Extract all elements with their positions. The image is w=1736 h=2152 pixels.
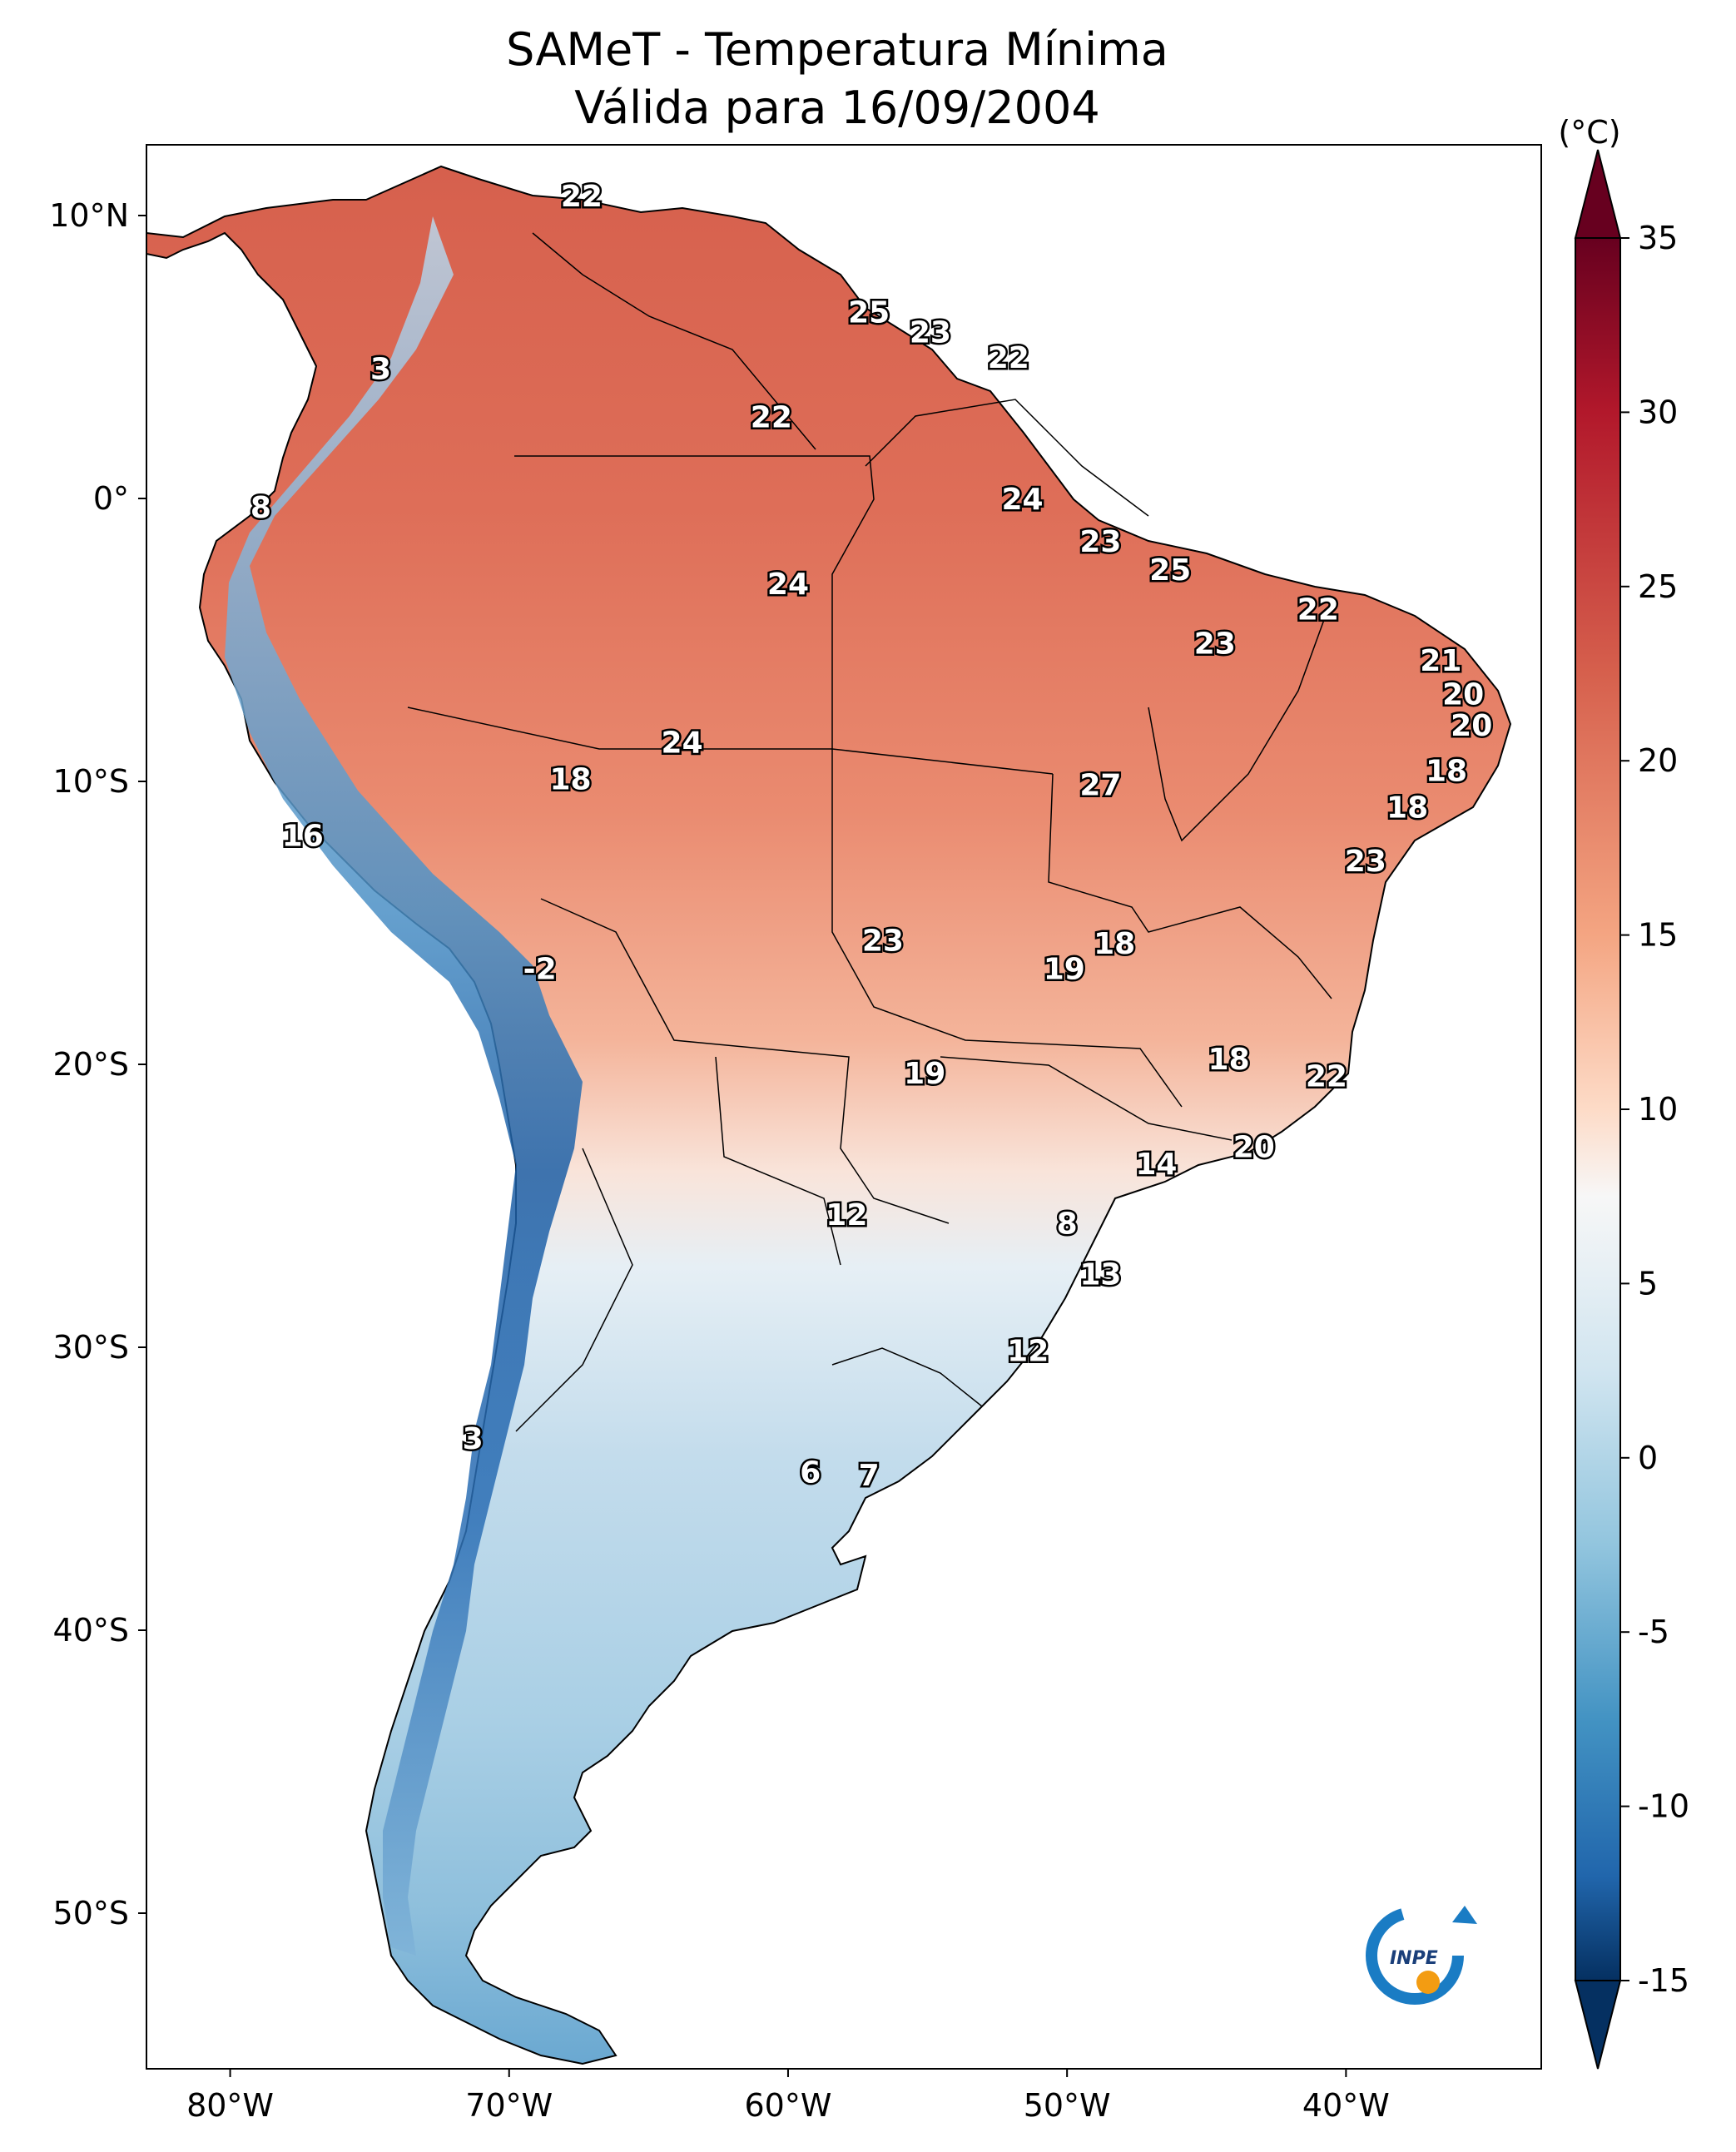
contour-label: 20 bbox=[1451, 709, 1492, 743]
contour-label: 24 bbox=[1001, 483, 1043, 517]
contour-label: 24 bbox=[767, 568, 809, 602]
contour-label: 22 bbox=[751, 400, 792, 434]
inpe-logo-ring bbox=[1366, 1907, 1464, 2005]
longitude-tick-label: 50°W bbox=[1024, 2087, 1111, 2124]
contour-label: -2 bbox=[523, 952, 557, 986]
contour-label: 19 bbox=[1044, 952, 1085, 986]
colorbar-tick-label: 15 bbox=[1638, 917, 1678, 954]
colorbar-tick-label: -5 bbox=[1638, 1614, 1669, 1650]
contour-label: 22 bbox=[1297, 593, 1339, 627]
contour-label: 7 bbox=[859, 1459, 880, 1493]
longitude-tick-label: 80°W bbox=[186, 2087, 274, 2124]
latitude-tick-label: 30°S bbox=[53, 1329, 129, 1366]
contour-label: 8 bbox=[250, 491, 271, 525]
contour-label: 22 bbox=[561, 180, 603, 214]
contour-label: 16 bbox=[282, 820, 324, 854]
contour-label: 23 bbox=[1079, 525, 1121, 559]
latitude-tick-label: 50°S bbox=[53, 1895, 129, 1931]
map-area bbox=[146, 145, 1541, 2069]
contour-label: 14 bbox=[1135, 1148, 1177, 1182]
colorbar-tick-label: 30 bbox=[1638, 394, 1678, 430]
longitude-tick-label: 40°W bbox=[1302, 2087, 1390, 2124]
south-america-landmass bbox=[146, 165, 1512, 2065]
contour-label: 12 bbox=[826, 1198, 867, 1232]
andes-cold-band bbox=[225, 216, 583, 1956]
colorbar-ticks: 35 30 25 20 15 10 5 0 -5 -10 -15 bbox=[1620, 220, 1689, 1999]
contour-label: 25 bbox=[848, 296, 890, 330]
colorbar-tick-label: 0 bbox=[1638, 1440, 1658, 1476]
contour-label: 24 bbox=[662, 726, 703, 760]
contour-label: 27 bbox=[1079, 768, 1121, 802]
latitude-tick-label: 40°S bbox=[53, 1612, 129, 1649]
contour-label: 23 bbox=[862, 924, 904, 958]
inpe-logo-text: INPE bbox=[1390, 1948, 1438, 1969]
contour-label: 23 bbox=[1194, 627, 1236, 661]
contour-label: 23 bbox=[1345, 845, 1386, 879]
colorbar-lower-extension bbox=[1574, 1980, 1622, 2070]
colorbar-unit-label: (°C) bbox=[1558, 114, 1620, 151]
contour-label: 18 bbox=[1208, 1043, 1250, 1077]
contour-label: 18 bbox=[1386, 791, 1428, 826]
inpe-logo: INPE bbox=[1366, 1906, 1477, 2005]
inpe-logo-dot bbox=[1416, 1971, 1440, 1994]
longitude-tick-label: 60°W bbox=[744, 2087, 831, 2124]
contour-label: 8 bbox=[1057, 1207, 1078, 1241]
colorbar-tick-label: 10 bbox=[1638, 1091, 1678, 1128]
colorbar-upper-extension bbox=[1574, 149, 1622, 239]
colorbar: (°C) 35 30 25 20 15 10 5 0 -5 -10 -15 bbox=[1558, 114, 1689, 2070]
longitude-tick-label: 70°W bbox=[465, 2087, 553, 2124]
colorbar-tick-label: 25 bbox=[1638, 568, 1678, 605]
contour-label: 25 bbox=[1149, 553, 1191, 588]
contour-label: 21 bbox=[1420, 644, 1461, 678]
contour-label: 12 bbox=[1007, 1334, 1049, 1368]
colorbar-tick-label: 35 bbox=[1638, 220, 1678, 256]
contour-label: 18 bbox=[1094, 927, 1135, 961]
colorbar-tick-label: 20 bbox=[1638, 742, 1678, 779]
colorbar-tick-label: -15 bbox=[1638, 1962, 1689, 1999]
contour-label: 19 bbox=[904, 1057, 945, 1091]
contour-label: 13 bbox=[1079, 1258, 1121, 1292]
contour-label: 22 bbox=[1306, 1060, 1347, 1094]
inpe-logo-arrow-icon bbox=[1452, 1906, 1477, 1924]
contour-label: 23 bbox=[910, 315, 951, 350]
colorbar-tick-label: 5 bbox=[1638, 1265, 1658, 1302]
map-title-line1: SAMeT - Temperatura Mínima bbox=[506, 23, 1168, 76]
longitude-ticks: 80°W 70°W 60°W 50°W 40°W bbox=[186, 2069, 1390, 2124]
map-frame bbox=[146, 144, 1542, 2070]
map-title-line2: Válida para 16/09/2004 bbox=[574, 82, 1099, 134]
latitude-tick-label: 10°N bbox=[49, 197, 129, 234]
contour-label: 20 bbox=[1233, 1131, 1275, 1165]
contour-label: 20 bbox=[1442, 678, 1484, 712]
contour-label: 3 bbox=[463, 1422, 484, 1456]
contour-label: 22 bbox=[988, 341, 1029, 375]
colorbar-tick-label: -10 bbox=[1638, 1788, 1689, 1825]
contour-label: 18 bbox=[549, 763, 591, 797]
contour-label: 6 bbox=[800, 1456, 821, 1490]
political-borders bbox=[407, 232, 1332, 1432]
colorbar-gradient bbox=[1575, 237, 1621, 1981]
latitude-tick-label: 0° bbox=[93, 480, 129, 517]
contour-label: 18 bbox=[1426, 754, 1467, 788]
latitude-tick-label: 10°S bbox=[53, 763, 129, 800]
contour-label: 3 bbox=[370, 353, 391, 387]
latitude-ticks: 10°N 0° 10°S 20°S 30°S 40°S 50°S bbox=[49, 197, 146, 1931]
latitude-tick-label: 20°S bbox=[53, 1046, 129, 1083]
